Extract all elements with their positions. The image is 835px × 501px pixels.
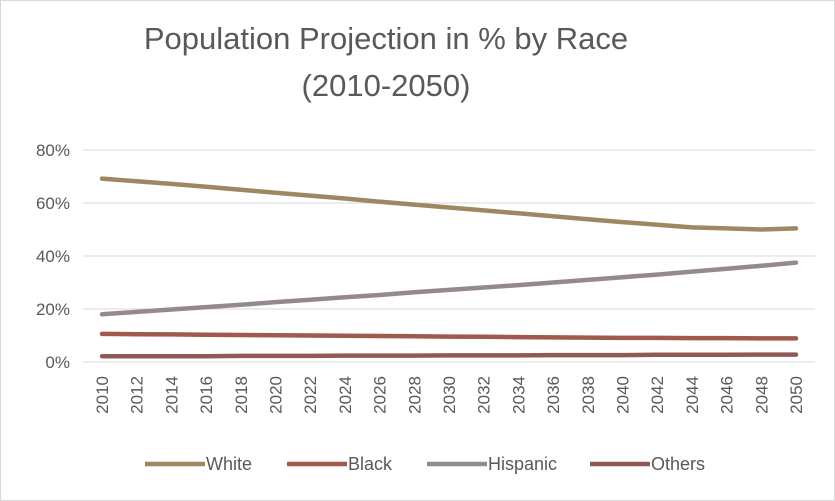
legend-label-white: White [206,454,252,474]
x-tick-label: 2050 [787,376,806,414]
x-tick-label: 2012 [128,376,147,414]
x-tick-label: 2020 [267,376,286,414]
x-tick-label: 2034 [509,376,528,414]
legend-label-others: Others [651,454,705,474]
legend-label-black: Black [348,454,393,474]
x-tick-label: 2030 [440,376,459,414]
series-line-hispanic [99,260,799,317]
x-tick-label: 2010 [93,376,112,414]
x-tick-label: 2048 [752,376,771,414]
series-line-others [99,352,799,359]
x-tick-label: 2036 [544,376,563,414]
chart-subtitle: (2010-2050) [301,68,471,103]
y-axis-ticks: 0% 20% 40% 60% 80% [36,141,70,372]
x-tick-label: 2044 [683,376,702,414]
chart-title: Population Projection in % by Race [143,21,629,56]
series-line-black [99,331,799,341]
x-tick-label: 2022 [301,376,320,414]
x-tick-label: 2042 [648,376,667,414]
series-line-white [99,176,799,232]
chart-title-block: Population Projection in % by Race (2010… [1,15,771,109]
legend-label-hispanic: Hispanic [488,454,557,474]
y-tick-label: 0% [45,353,70,372]
x-tick-label: 2040 [614,376,633,414]
x-tick-label: 2046 [718,376,737,414]
x-tick-label: 2014 [162,376,181,414]
x-tick-label: 2016 [197,376,216,414]
gridlines [83,149,815,363]
x-tick-label: 2032 [475,376,494,414]
x-tick-label: 2018 [232,376,251,414]
x-tick-label: 2038 [579,376,598,414]
y-tick-label: 20% [36,300,70,319]
y-tick-label: 40% [36,247,70,266]
series-lines [99,176,799,359]
x-axis-ticks: 2010 2012 2014 2016 2018 2020 2022 2024 2026 2028… [93,376,806,414]
x-tick-label: 2028 [405,376,424,414]
y-tick-label: 60% [36,194,70,213]
x-tick-label: 2024 [336,376,355,414]
x-tick-label: 2026 [371,376,390,414]
y-tick-label: 80% [36,141,70,160]
legend: White Black Hispanic Others [145,454,705,474]
